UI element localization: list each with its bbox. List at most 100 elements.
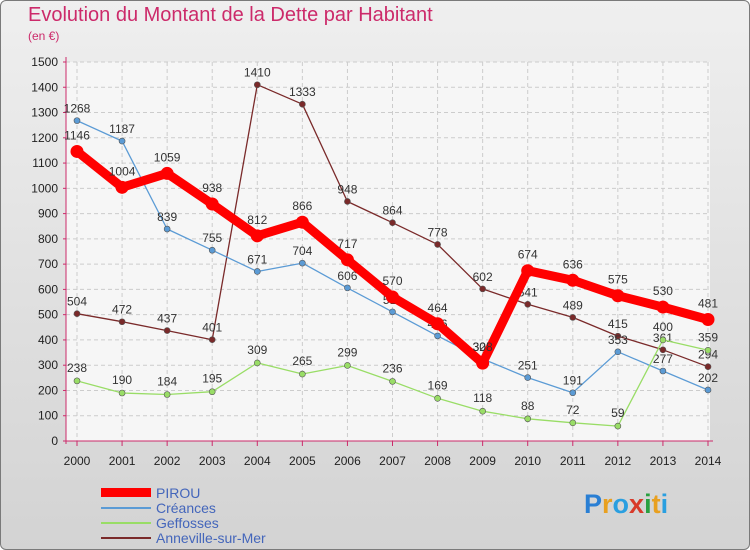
y-tick-label: 100 (38, 409, 58, 423)
data-point (208, 388, 216, 396)
data-label: 265 (292, 354, 312, 368)
data-point (73, 310, 81, 317)
data-point (73, 377, 81, 385)
legend-item: Anneville-sur-Mer (101, 530, 266, 546)
y-tick-label: 1400 (31, 80, 58, 94)
data-point (701, 312, 715, 326)
data-point (344, 362, 351, 369)
logo-letter: o (612, 489, 630, 519)
data-point (208, 246, 216, 254)
data-label: 191 (563, 374, 583, 388)
data-label: 169 (428, 378, 448, 392)
data-label: 59 (611, 406, 625, 420)
data-label: 308 (473, 340, 493, 354)
y-tick-label: 400 (38, 333, 58, 347)
data-point (704, 363, 712, 371)
x-tick-label: 2008 (424, 454, 451, 468)
x-tick-label: 2005 (289, 454, 316, 468)
x-tick-label: 2006 (334, 454, 361, 468)
data-label: 202 (698, 371, 718, 385)
data-label: 72 (566, 403, 580, 417)
data-label: 1410 (244, 66, 271, 80)
chart-title: Evolution du Montant de la Dette par Hab… (28, 4, 433, 26)
plot-background (66, 62, 710, 441)
y-tick-label: 300 (38, 358, 58, 372)
data-point (521, 264, 535, 278)
data-point (569, 419, 577, 427)
data-label: 1004 (109, 164, 136, 178)
data-point (614, 348, 622, 356)
x-tick-label: 2002 (154, 454, 181, 468)
data-label: 636 (563, 257, 583, 271)
legend-item: PIROU (101, 484, 201, 501)
data-label: 704 (292, 244, 312, 258)
data-label: 236 (382, 361, 402, 375)
data-point (386, 290, 399, 304)
data-point (115, 180, 129, 194)
data-point (118, 137, 126, 145)
data-point (659, 336, 667, 344)
legend-swatch (101, 536, 151, 539)
data-label: 251 (518, 359, 538, 373)
y-tick-label: 900 (38, 207, 58, 221)
data-point (524, 415, 532, 423)
data-point (434, 332, 441, 340)
y-tick-label: 1500 (31, 55, 58, 69)
y-tick-label: 0 (51, 434, 58, 448)
y-tick-label: 1200 (31, 131, 58, 145)
data-point (656, 300, 670, 314)
data-point (344, 284, 351, 292)
x-tick-label: 2012 (605, 454, 632, 468)
data-point (253, 268, 261, 275)
data-point (253, 81, 261, 89)
data-point (524, 301, 532, 308)
logo-letter: r (602, 489, 613, 519)
legend-label: Créances (156, 499, 216, 516)
legend-label: PIROU (156, 484, 201, 501)
legend-swatch (101, 521, 151, 524)
legend-label: Geffosses (156, 514, 219, 531)
data-point (611, 289, 625, 303)
legend-item: Créances (101, 499, 216, 516)
data-label: 606 (337, 269, 357, 283)
data-point (389, 378, 396, 385)
data-point (614, 332, 622, 340)
logo-letter: t (651, 489, 661, 519)
data-point (299, 259, 306, 267)
x-tick-label: 2007 (379, 454, 406, 468)
data-point (659, 346, 667, 354)
data-point (524, 374, 532, 381)
logo-letter: x (629, 489, 645, 519)
data-label: 195 (202, 372, 222, 386)
data-label: 864 (382, 204, 402, 218)
data-label: 1268 (64, 102, 91, 116)
y-tick-label: 800 (38, 232, 58, 246)
legend-item: Geffosses (101, 514, 219, 531)
data-point (431, 317, 445, 331)
data-point (614, 422, 622, 430)
y-tick-label: 1100 (32, 156, 58, 170)
data-point (163, 391, 171, 398)
data-label: 294 (698, 348, 718, 362)
data-label: 671 (247, 252, 267, 266)
data-point (389, 219, 396, 226)
data-point (566, 273, 580, 287)
data-point (569, 389, 577, 397)
data-point (160, 166, 174, 180)
data-label: 489 (563, 298, 583, 312)
data-label: 1146 (64, 128, 90, 142)
data-label: 415 (608, 317, 628, 331)
x-tick-label: 2010 (514, 454, 541, 468)
data-label: 812 (247, 213, 267, 227)
data-label: 530 (653, 284, 673, 298)
data-point (434, 241, 441, 248)
x-tick-label: 2013 (650, 454, 677, 468)
data-label: 359 (698, 330, 718, 344)
y-tick-label: 500 (38, 308, 58, 322)
data-point (295, 215, 309, 229)
data-label: 575 (608, 273, 628, 287)
data-label: 238 (67, 361, 87, 375)
x-tick-label: 2004 (244, 454, 271, 468)
data-point (205, 197, 219, 211)
